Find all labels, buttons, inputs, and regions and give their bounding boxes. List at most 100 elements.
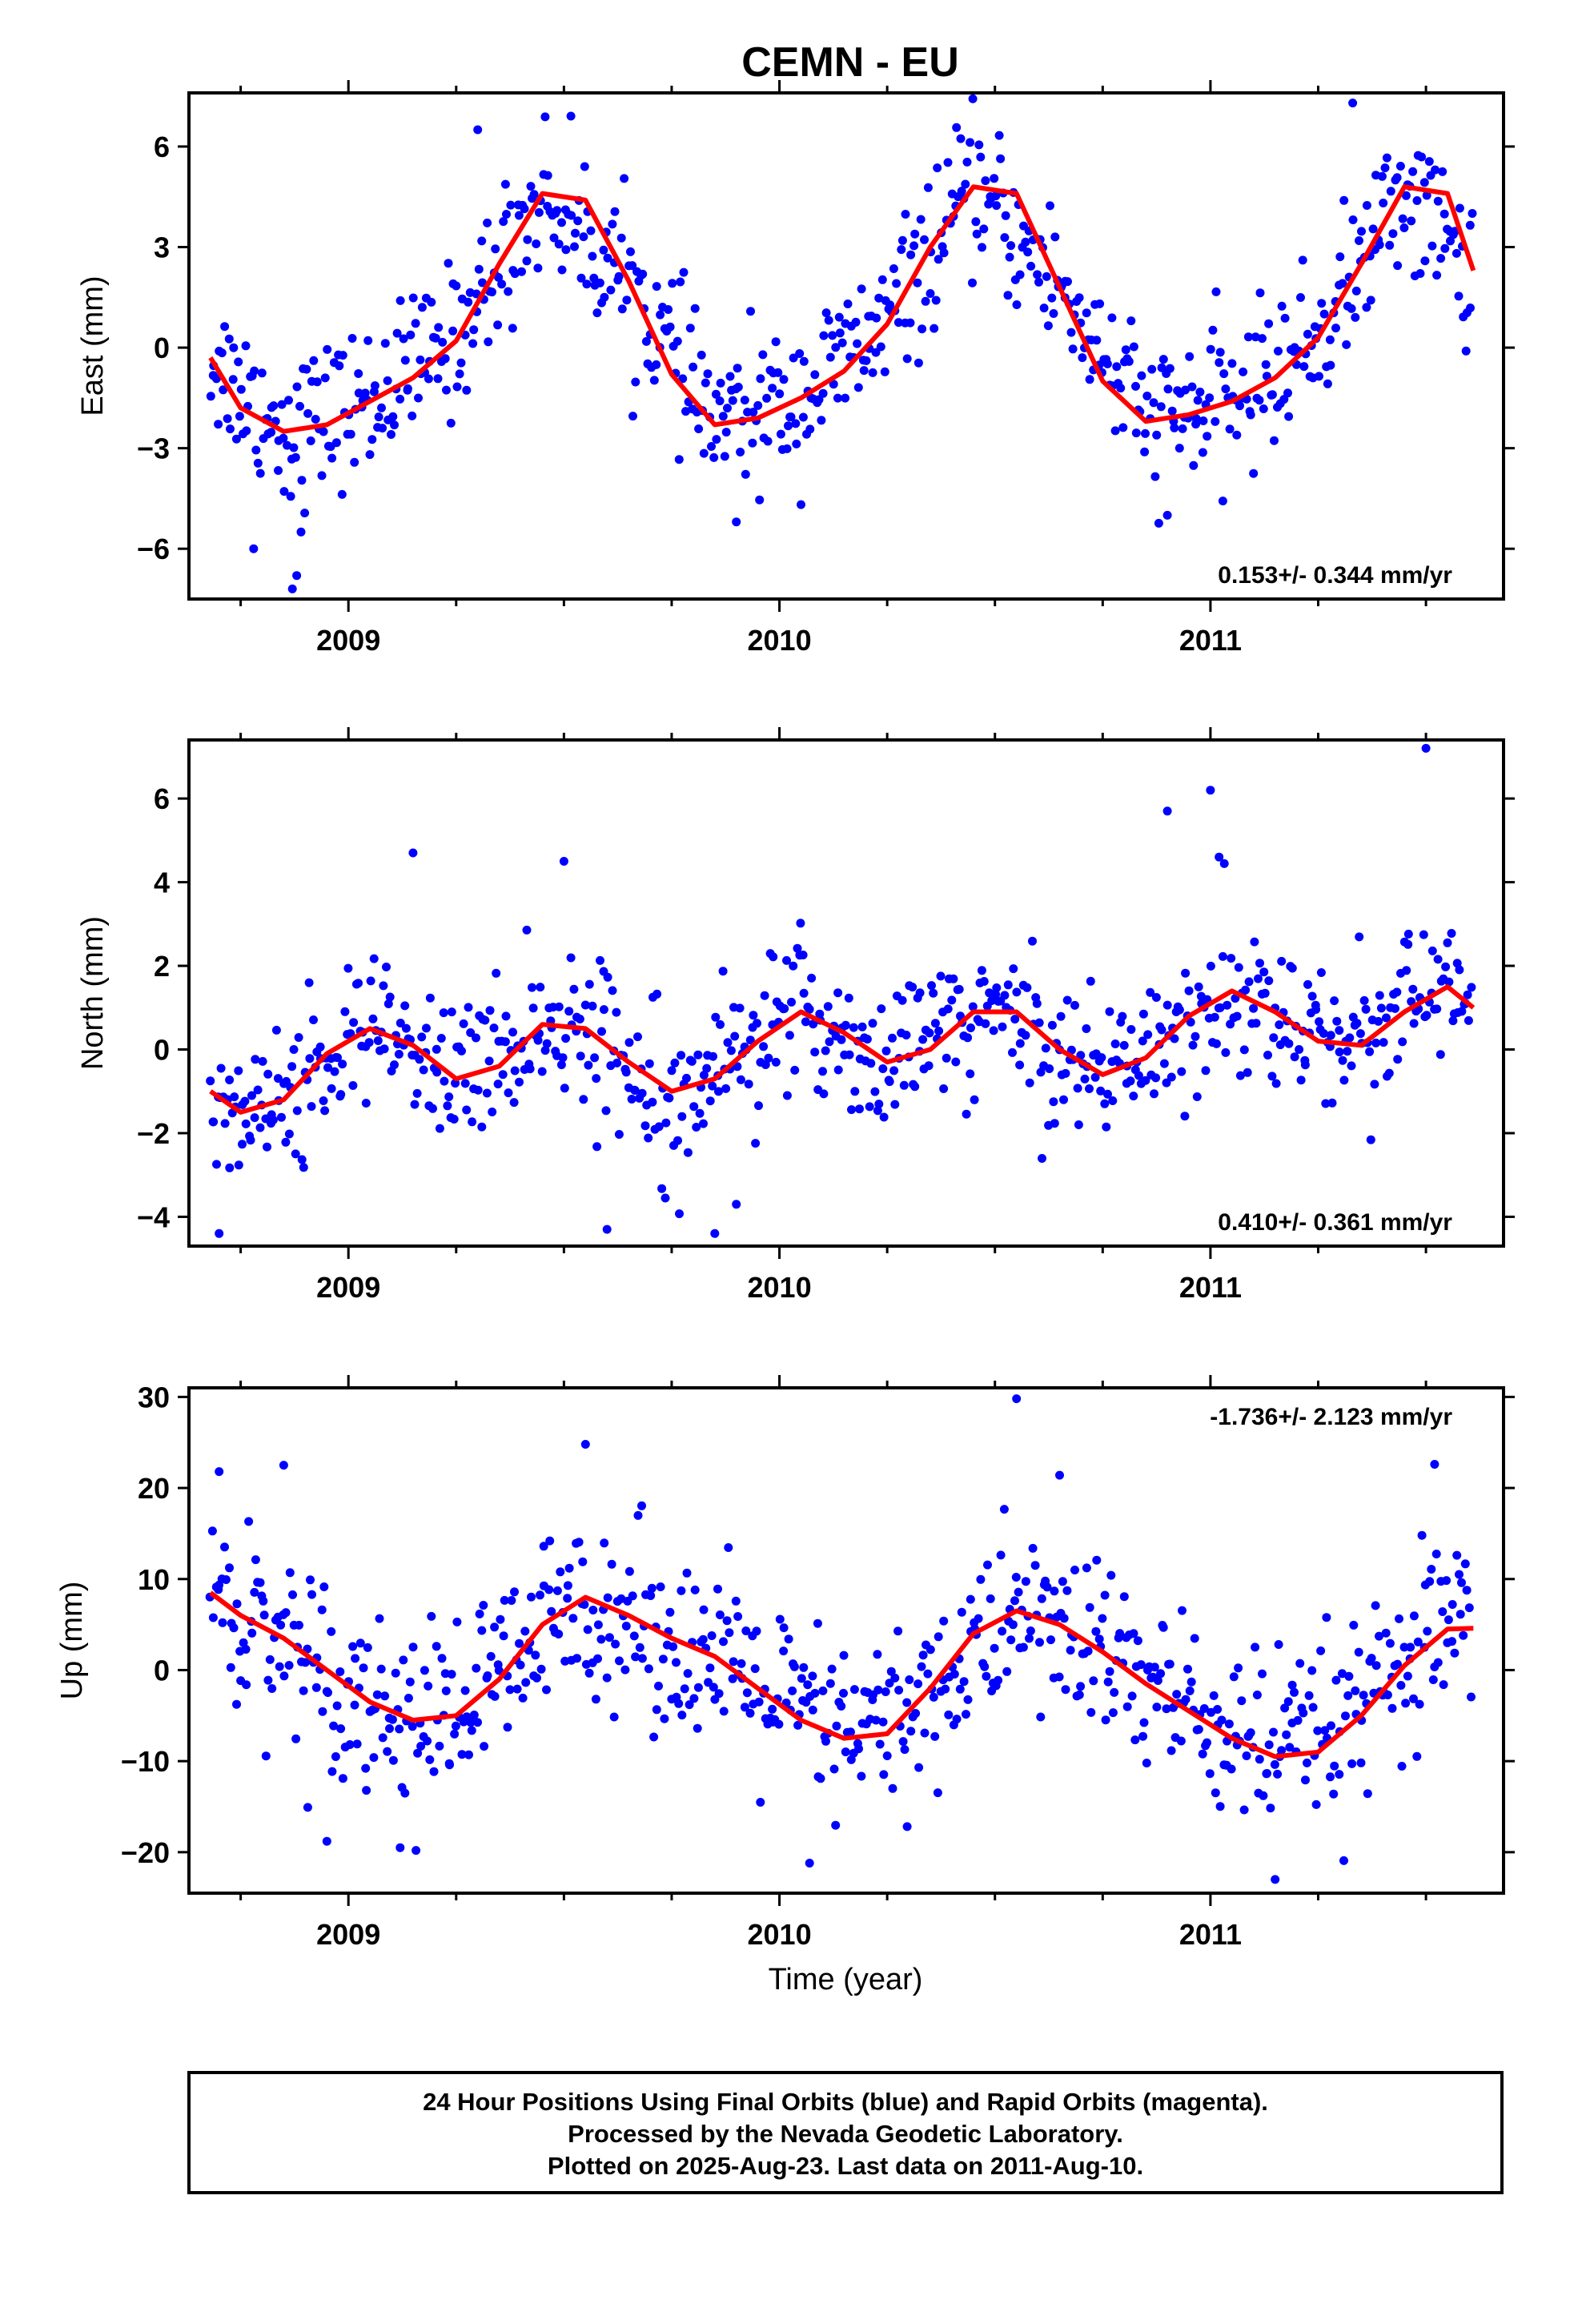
east-point (1380, 163, 1390, 173)
east-point (1118, 423, 1128, 432)
east-point (1452, 248, 1461, 258)
east-point (533, 263, 543, 273)
east-point (1082, 308, 1091, 318)
north-point (366, 976, 375, 986)
up-point (1442, 1576, 1452, 1586)
north-point (866, 1059, 876, 1068)
north-point (833, 1065, 843, 1075)
up-point (939, 1616, 949, 1626)
north-point (981, 1019, 990, 1028)
east-point (1137, 371, 1146, 380)
north-point (439, 1008, 448, 1018)
up-point (1035, 1638, 1044, 1647)
up-point (1396, 1681, 1406, 1690)
north-point (753, 1019, 761, 1028)
up-point (829, 1764, 839, 1774)
up-point (789, 1662, 799, 1671)
north-point (309, 1015, 318, 1024)
north-point (1061, 1068, 1070, 1078)
up-point (1311, 1799, 1321, 1809)
east-point (494, 272, 504, 282)
up-point (1176, 1736, 1186, 1746)
east-point (1408, 167, 1418, 176)
north-point (569, 984, 579, 994)
up-point (1194, 1725, 1203, 1734)
up-point (242, 1680, 251, 1690)
east-point (723, 404, 732, 413)
up-point (1274, 1640, 1283, 1649)
east-xtick-label: 2010 (748, 624, 812, 657)
east-point (331, 438, 341, 448)
east-point (718, 412, 728, 421)
up-point (225, 1563, 234, 1573)
up-point (300, 1658, 310, 1667)
up-point (490, 1691, 500, 1701)
up-point (873, 1685, 883, 1695)
east-point (235, 412, 244, 421)
up-point (1273, 1769, 1283, 1779)
north-point (1076, 1051, 1086, 1060)
east-point (1303, 329, 1312, 339)
east-point (291, 452, 300, 462)
east-point (448, 326, 458, 336)
east-point (628, 261, 637, 271)
north-point (584, 979, 594, 989)
east-point (1386, 187, 1395, 196)
north-point (693, 1050, 703, 1059)
up-point (1183, 1664, 1192, 1674)
north-ytick-label: 6 (154, 782, 170, 815)
north-point (212, 1160, 221, 1169)
north-point (525, 1064, 535, 1074)
north-point (1375, 991, 1384, 1000)
up-point (1397, 1762, 1407, 1771)
east-point (749, 408, 758, 417)
north-point (373, 1036, 383, 1045)
up-xtick-label: 2009 (316, 1918, 380, 1951)
up-point (784, 1634, 793, 1644)
north-point (1355, 1029, 1365, 1039)
north-point (238, 1140, 247, 1149)
up-point (311, 1683, 321, 1692)
east-point (1251, 332, 1260, 342)
east-point (241, 341, 251, 351)
north-point (637, 1088, 647, 1098)
up-point (1133, 1636, 1142, 1646)
north-point (885, 1077, 894, 1087)
up-point (1181, 1695, 1191, 1704)
north-point (1059, 1095, 1068, 1104)
up-point (318, 1707, 327, 1716)
up-point (756, 1798, 765, 1807)
east-point (616, 233, 626, 243)
up-point (1100, 1590, 1110, 1600)
north-point (1433, 955, 1443, 964)
north-point (1311, 1005, 1321, 1014)
up-point (572, 1654, 582, 1663)
east-point (383, 376, 392, 385)
up-point (1313, 1726, 1323, 1735)
north-point (444, 1092, 454, 1102)
east-point (676, 277, 685, 287)
north-point (1159, 1059, 1169, 1068)
east-point (1001, 211, 1010, 220)
north-point (435, 1124, 444, 1133)
east-point (1152, 430, 1162, 440)
up-ylabel: Up (mm) (55, 1582, 89, 1700)
up-point (1153, 1676, 1162, 1685)
east-point (758, 350, 768, 360)
north-point (927, 981, 936, 991)
east-point (1362, 201, 1371, 210)
east-point (902, 354, 912, 364)
north-point (1103, 1089, 1112, 1099)
up-point (1011, 1573, 1021, 1582)
up-point (839, 1651, 849, 1660)
north-point (790, 1065, 800, 1075)
north-point (225, 1163, 235, 1172)
east-point (1199, 416, 1208, 425)
east-point (905, 318, 915, 328)
up-point (1030, 1561, 1040, 1570)
up-point (259, 1596, 268, 1606)
north-point (584, 1060, 593, 1070)
north-point (291, 1149, 300, 1159)
north-point (1345, 1033, 1355, 1043)
up-point (1427, 1565, 1436, 1574)
